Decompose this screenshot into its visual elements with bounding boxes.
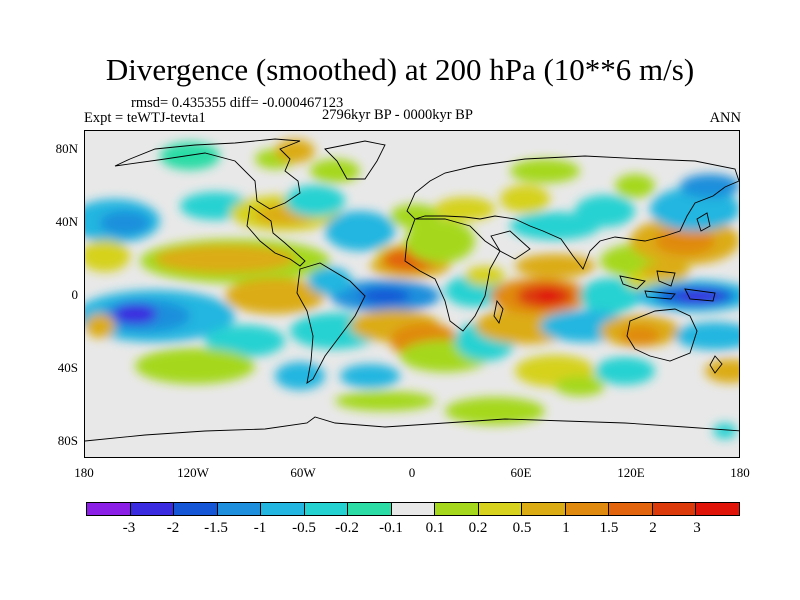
colorbar-swatch bbox=[435, 503, 479, 515]
x-tick-label: 120E bbox=[617, 465, 645, 480]
divergence-map bbox=[84, 130, 740, 458]
colorbar-label: 0.1 bbox=[425, 520, 445, 536]
colorbar-label: -1 bbox=[253, 520, 267, 536]
colorbar-swatch bbox=[261, 503, 305, 515]
colorbar-label: 3 bbox=[693, 520, 701, 536]
x-tick-label: 0 bbox=[408, 465, 416, 480]
y-tick-label: 0 bbox=[71, 287, 79, 302]
y-tick-label: 40N bbox=[55, 214, 78, 229]
y-tick-label: 80N bbox=[55, 141, 78, 156]
colorbar-swatch bbox=[174, 503, 218, 515]
colorbar-label: -2 bbox=[166, 520, 180, 536]
colorbar-label: -0.2 bbox=[335, 520, 359, 536]
colorbar-label: -0.5 bbox=[292, 520, 316, 536]
colorbar-label: -3 bbox=[122, 520, 136, 536]
colorbar-swatch bbox=[522, 503, 566, 515]
colorbar bbox=[86, 502, 740, 516]
y-tick-label: 80S bbox=[57, 433, 78, 448]
colorbar-swatch bbox=[304, 503, 349, 515]
y-tick-label: 40S bbox=[57, 360, 78, 375]
colorbar-swatch bbox=[478, 503, 523, 515]
colorbar-swatch bbox=[87, 503, 131, 515]
colorbar-label: -0.1 bbox=[379, 520, 403, 536]
colorbar-label: 0.5 bbox=[512, 520, 532, 536]
x-tick-label: 180 bbox=[730, 465, 750, 480]
x-tick-label: 60E bbox=[510, 465, 532, 480]
season-label: ANN bbox=[709, 110, 741, 126]
colorbar-swatch bbox=[348, 503, 392, 515]
coastlines bbox=[85, 138, 739, 442]
map-title: Divergence (smoothed) at 200 hPa (10**6 … bbox=[105, 52, 695, 87]
map-canvas bbox=[85, 138, 739, 442]
period-label: 2796kyr BP - 0000kyr BP bbox=[322, 107, 473, 123]
colorbar-swatch bbox=[130, 503, 175, 515]
colorbar-swatch bbox=[565, 503, 610, 515]
colorbar-label: -1.5 bbox=[204, 520, 228, 536]
colorbar-label: 2 bbox=[649, 520, 657, 536]
colorbar-label: 1.5 bbox=[599, 520, 619, 536]
experiment-label: Expt = teWTJ-tevta1 bbox=[84, 110, 206, 126]
colorbar-swatch bbox=[652, 503, 697, 515]
x-tick-label: 180 bbox=[74, 465, 94, 480]
x-tick-label: 60W bbox=[290, 465, 316, 480]
colorbar-swatch bbox=[391, 503, 436, 515]
x-tick-label: 120W bbox=[177, 465, 209, 480]
colorbar-swatch bbox=[696, 503, 739, 515]
colorbar-swatch bbox=[217, 503, 262, 515]
divergence-contour-fills bbox=[85, 139, 739, 439]
colorbar-label: 1 bbox=[562, 520, 570, 536]
rmsd-diff-stats: rmsd= 0.435355 diff= -0.000467123 bbox=[131, 95, 344, 111]
colorbar-label: 0.2 bbox=[468, 520, 488, 536]
colorbar-swatch bbox=[609, 503, 653, 515]
